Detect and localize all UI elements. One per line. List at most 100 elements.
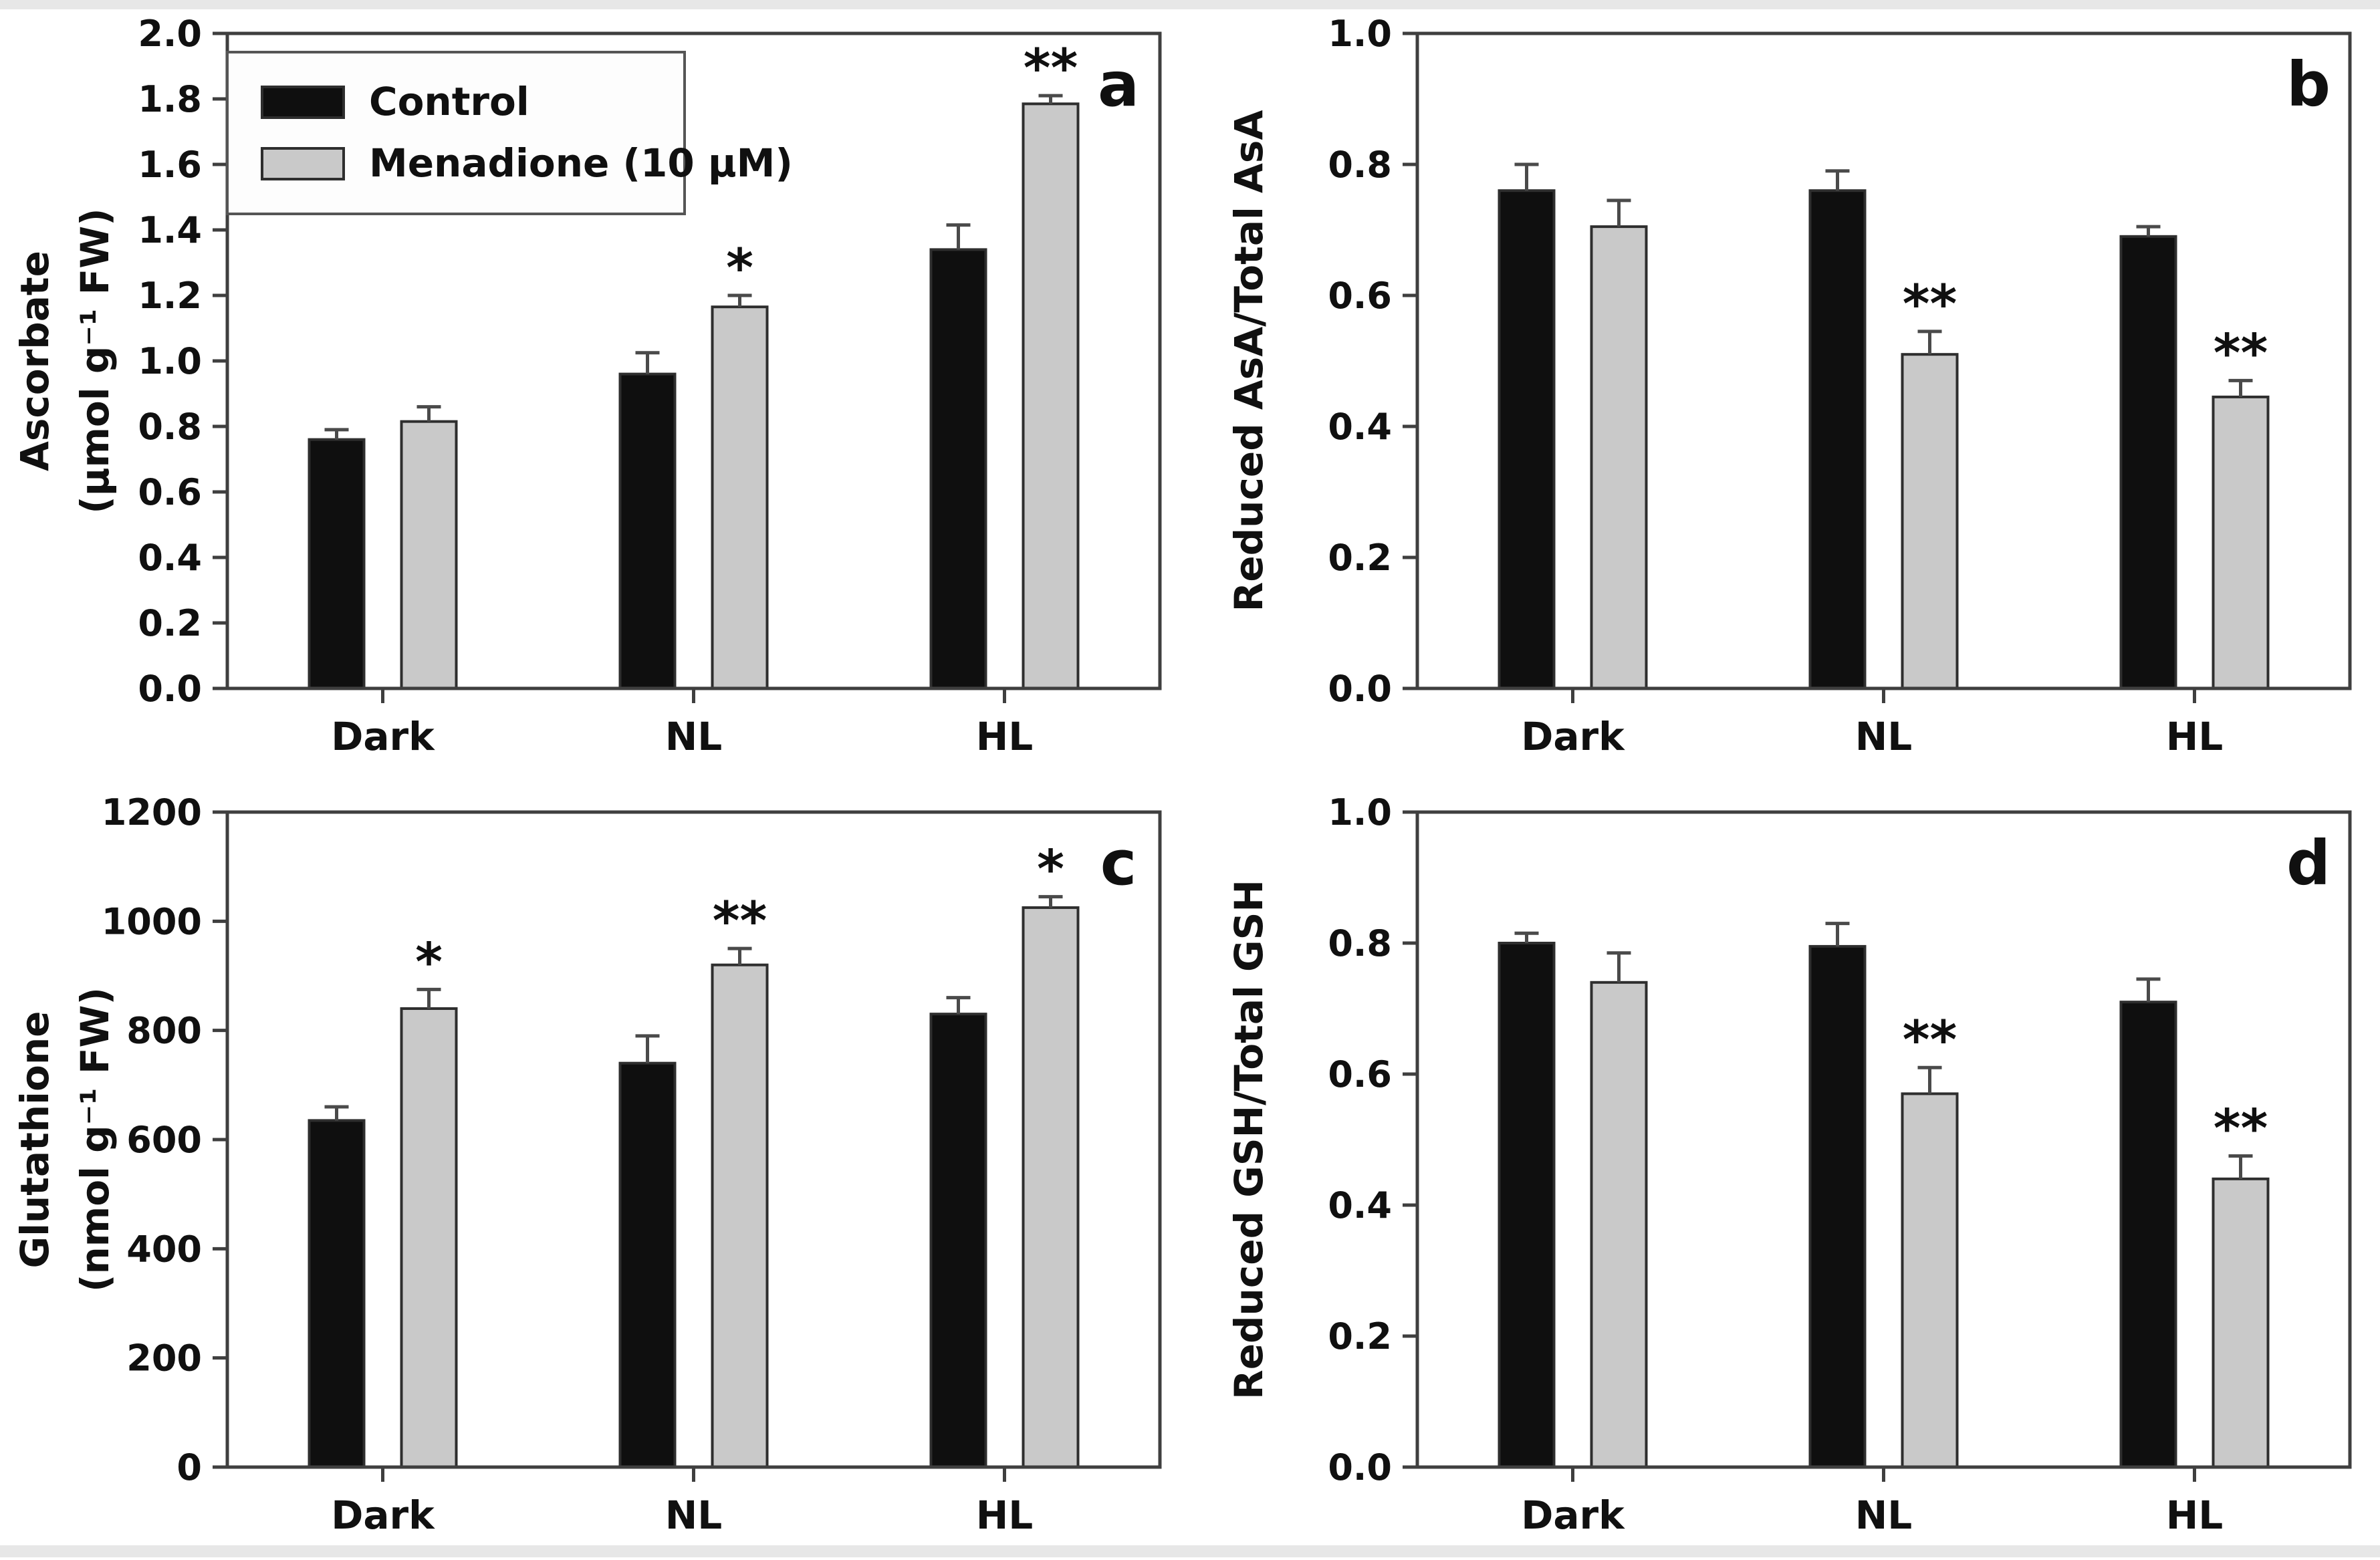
bar-menadione-nl <box>711 305 769 690</box>
y-tick-label: 0.0 <box>138 668 202 710</box>
y-tick-label: 600 <box>126 1119 202 1161</box>
y-tick-label: 1.4 <box>138 209 202 251</box>
panel-d-chart: 0.0 0.2 0.4 0.6 0.8 1.0 Dark NL HL Reduced GSH/To… <box>1226 791 2352 1538</box>
y-tick-label: 0.2 <box>1328 537 1392 579</box>
panel-c-figure: 0 200 400 600 800 1000 1200 Dark NL HL Glutathione… <box>0 779 1190 1557</box>
y-tick-label: 0.4 <box>1328 406 1392 448</box>
bar-control-hl <box>929 248 987 690</box>
y-tick-label: 0.8 <box>138 406 202 448</box>
significance-mark: * <box>1037 840 1064 900</box>
x-category-label: NL <box>665 714 723 759</box>
panel-a-chart: 0.0 0.2 0.4 0.6 0.8 1.0 1.2 1.4 1.6 1.8 2.0 Dark NL H… <box>12 13 1162 759</box>
x-category-label: HL <box>976 1492 1034 1538</box>
y-tick-label: 1.8 <box>138 78 202 120</box>
significance-mark: ** <box>1903 275 1957 335</box>
bar-menadione-dark <box>1590 981 1648 1468</box>
y-tick-label: 1.6 <box>138 144 202 186</box>
bar-control-nl <box>1808 189 1867 690</box>
y-tick-label: 0.8 <box>1328 922 1392 964</box>
y-tick-label: 800 <box>126 1010 202 1052</box>
x-category-label: HL <box>2166 1492 2224 1538</box>
y-tick-label: 1.0 <box>1328 791 1392 833</box>
x-category-label: Dark <box>331 714 435 759</box>
y-tick-label: 200 <box>126 1337 202 1380</box>
y-tick-label: 0 <box>176 1446 202 1488</box>
bar-menadione-hl <box>1022 102 1080 690</box>
bar-menadione-dark <box>1590 225 1648 690</box>
bar-menadione-hl <box>2212 1177 2270 1468</box>
bar-menadione-nl <box>711 963 769 1468</box>
y-axis-title: (nmol g⁻¹ FW) <box>72 987 118 1292</box>
y-tick-label: 0.6 <box>1328 275 1392 317</box>
bar-control-hl <box>2119 235 2177 690</box>
panel-letter: a <box>1098 49 1139 120</box>
y-tick-label: 0.2 <box>1328 1315 1392 1357</box>
y-axis-title: Glutathione <box>12 1011 57 1268</box>
significance-mark: ** <box>713 892 767 952</box>
panel-d-figure: 0.0 0.2 0.4 0.6 0.8 1.0 Dark NL HL Reduced GSH/To… <box>1190 779 2380 1557</box>
bar-menadione-dark <box>400 1007 458 1468</box>
x-category-label: HL <box>2166 714 2224 759</box>
bar-menadione-nl <box>1901 1092 1959 1468</box>
x-category-label: NL <box>1855 714 1913 759</box>
x-category-label: Dark <box>331 1492 435 1538</box>
y-tick-label: 0.0 <box>1328 1446 1392 1488</box>
significance-mark: ** <box>2214 323 2268 384</box>
plot-frame <box>225 810 1162 1469</box>
plot-frame <box>1415 810 2352 1469</box>
panel-letter: c <box>1100 827 1137 899</box>
y-tick-label: 0.8 <box>1328 144 1392 186</box>
bar-menadione-nl <box>1901 353 1959 690</box>
y-tick-label: 0.6 <box>1328 1053 1392 1095</box>
bar-menadione-hl <box>1022 906 1080 1468</box>
significance-mark: * <box>415 932 443 993</box>
x-category-label: Dark <box>1521 1492 1625 1538</box>
legend-box <box>226 51 686 215</box>
significance-mark: ** <box>1903 1011 1957 1071</box>
control-swatch <box>261 86 345 119</box>
y-axis-title: (μmol g⁻¹ FW) <box>72 208 118 513</box>
y-tick-label: 400 <box>126 1228 202 1270</box>
menadione-swatch <box>261 147 345 180</box>
panel-c-chart: 0 200 400 600 800 1000 1200 Dark NL HL Glutathione… <box>12 791 1162 1538</box>
bar-menadione-dark <box>400 420 458 690</box>
y-axis-title: Reduced GSH/Total GSH <box>1226 880 1272 1400</box>
panel-a-figure: 0.0 0.2 0.4 0.6 0.8 1.0 1.2 1.4 1.6 1.8 2.0 Dark NL H… <box>0 0 1190 779</box>
y-tick-label: 0.4 <box>1328 1184 1392 1226</box>
bar-control-hl <box>929 1013 987 1468</box>
bar-control-hl <box>2119 1001 2177 1468</box>
y-axis-title: Ascorbate <box>12 251 57 471</box>
legend-label: Menadione (10 μM) <box>369 140 793 186</box>
significance-mark: ** <box>2214 1099 2268 1160</box>
y-tick-label: 0.0 <box>1328 668 1392 710</box>
bar-menadione-hl <box>2212 395 2270 690</box>
x-category-label: Dark <box>1521 714 1625 759</box>
significance-mark: * <box>726 239 753 299</box>
y-tick-label: 1.0 <box>1328 13 1392 55</box>
y-tick-label: 0.4 <box>138 537 202 579</box>
y-axis-title: Reduced AsA/Total AsA <box>1226 110 1272 612</box>
y-tick-label: 1200 <box>102 791 202 833</box>
plot-frame <box>225 31 1162 690</box>
x-category-label: NL <box>665 1492 723 1538</box>
y-tick-label: 1000 <box>102 900 202 942</box>
bar-control-dark <box>308 1119 366 1468</box>
y-tick-label: 1.2 <box>138 275 202 317</box>
y-tick-label: 0.6 <box>138 471 202 513</box>
panel-b-chart: 0.0 0.2 0.4 0.6 0.8 1.0 Dark NL HL Reduced AsA/To… <box>1226 13 2352 759</box>
significance-mark: ** <box>1024 39 1078 99</box>
y-tick-label: 1.0 <box>138 340 202 382</box>
bar-control-dark <box>1498 942 1556 1468</box>
bar-control-nl <box>618 1061 677 1468</box>
x-category-label: NL <box>1855 1492 1913 1538</box>
plot-frame <box>1415 31 2352 690</box>
bar-control-nl <box>618 372 677 690</box>
y-tick-label: 2.0 <box>138 13 202 55</box>
bar-control-nl <box>1808 944 1867 1468</box>
legend-label: Control <box>369 79 529 124</box>
bar-control-dark <box>308 438 366 690</box>
plot-area <box>1417 812 2350 1467</box>
plot-area <box>227 812 1160 1467</box>
plot-area <box>1417 33 2350 688</box>
